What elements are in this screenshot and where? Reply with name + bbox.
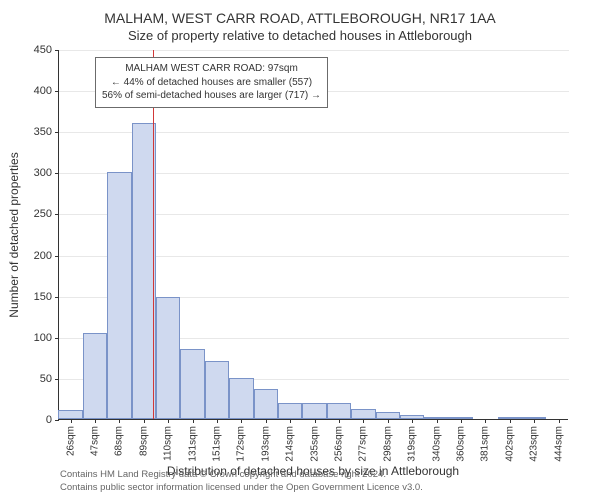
x-tick-label: 423sqm [529,426,540,462]
x-tick-label: 172sqm [236,426,247,462]
x-tick-mark [534,419,535,423]
histogram-bar [156,297,180,419]
histogram-bar [180,349,204,419]
x-tick-label: 110sqm [163,426,174,461]
x-tick-label: 256sqm [333,426,344,462]
y-tick-mark [55,297,59,298]
x-tick-mark [461,419,462,423]
x-tick-mark [485,419,486,423]
grid-line [59,50,569,51]
y-tick-mark [55,256,59,257]
chart-title-line2: Size of property relative to detached ho… [0,28,600,43]
x-tick-label: 277sqm [358,426,369,462]
x-tick-mark [363,419,364,423]
histogram-bar [351,409,375,419]
x-tick-label: 151sqm [211,426,222,462]
y-tick-mark [55,91,59,92]
y-tick-mark [55,173,59,174]
x-tick-mark [510,419,511,423]
x-tick-label: 340sqm [431,426,442,462]
footer-line2: Contains public sector information licen… [60,482,423,494]
annotation-line-1: MALHAM WEST CARR ROAD: 97sqm [102,62,321,76]
chart-title-line1: MALHAM, WEST CARR ROAD, ATTLEBOROUGH, NR… [0,10,600,26]
x-tick-mark [315,419,316,423]
histogram-bar [229,378,253,419]
x-tick-mark [241,419,242,423]
y-tick-mark [55,420,59,421]
x-tick-label: 214sqm [285,426,296,462]
y-tick-label: 100 [22,332,52,344]
x-tick-label: 298sqm [382,426,393,462]
x-tick-label: 319sqm [407,426,418,462]
x-tick-mark [119,419,120,423]
x-tick-label: 68sqm [114,426,125,456]
x-tick-label: 444sqm [553,426,564,462]
y-tick-mark [55,338,59,339]
y-tick-label: 400 [22,85,52,97]
x-tick-label: 47sqm [90,426,101,456]
x-tick-mark [388,419,389,423]
y-tick-mark [55,50,59,51]
x-tick-mark [71,419,72,423]
x-tick-mark [266,419,267,423]
footer-line1: Contains HM Land Registry data © Crown c… [60,469,423,481]
plot-area: 05010015020025030035040045026sqm47sqm68s… [58,50,568,420]
y-tick-label: 200 [22,250,52,262]
histogram-bar [205,361,229,419]
x-tick-mark [559,419,560,423]
x-tick-mark [95,419,96,423]
plot-container: 05010015020025030035040045026sqm47sqm68s… [58,50,568,420]
y-tick-mark [55,214,59,215]
x-tick-label: 402sqm [504,426,515,462]
histogram-bar [83,333,107,419]
y-tick-label: 50 [22,373,52,385]
histogram-bar [278,403,302,419]
y-tick-mark [55,132,59,133]
x-tick-mark [339,419,340,423]
chart-title-block: MALHAM, WEST CARR ROAD, ATTLEBOROUGH, NR… [0,0,600,43]
annotation-line-3: 56% of semi-detached houses are larger (… [102,89,321,103]
annotation-line-2: ← 44% of detached houses are smaller (55… [102,76,321,90]
x-tick-mark [217,419,218,423]
x-tick-label: 89sqm [138,426,149,456]
x-tick-label: 26sqm [65,426,76,456]
x-tick-mark [437,419,438,423]
y-tick-label: 300 [22,167,52,179]
y-tick-mark [55,379,59,380]
x-tick-mark [290,419,291,423]
y-axis-label: Number of detached properties [7,152,21,317]
footer-attribution: Contains HM Land Registry data © Crown c… [60,469,423,494]
y-tick-label: 450 [22,44,52,56]
y-tick-label: 150 [22,291,52,303]
x-tick-label: 360sqm [455,426,466,462]
x-tick-label: 235sqm [309,426,320,462]
histogram-bar [302,403,326,419]
x-tick-label: 193sqm [260,426,271,462]
histogram-bar [107,172,131,419]
y-tick-label: 350 [22,126,52,138]
histogram-bar [58,410,82,419]
y-tick-label: 0 [22,414,52,426]
x-tick-label: 131sqm [187,426,198,462]
x-tick-label: 381sqm [480,426,491,462]
annotation-box: MALHAM WEST CARR ROAD: 97sqm← 44% of det… [95,57,328,108]
histogram-bar [327,403,351,419]
x-tick-mark [193,419,194,423]
y-tick-label: 250 [22,208,52,220]
histogram-bar [254,389,278,419]
x-tick-mark [168,419,169,423]
x-tick-mark [412,419,413,423]
x-tick-mark [144,419,145,423]
